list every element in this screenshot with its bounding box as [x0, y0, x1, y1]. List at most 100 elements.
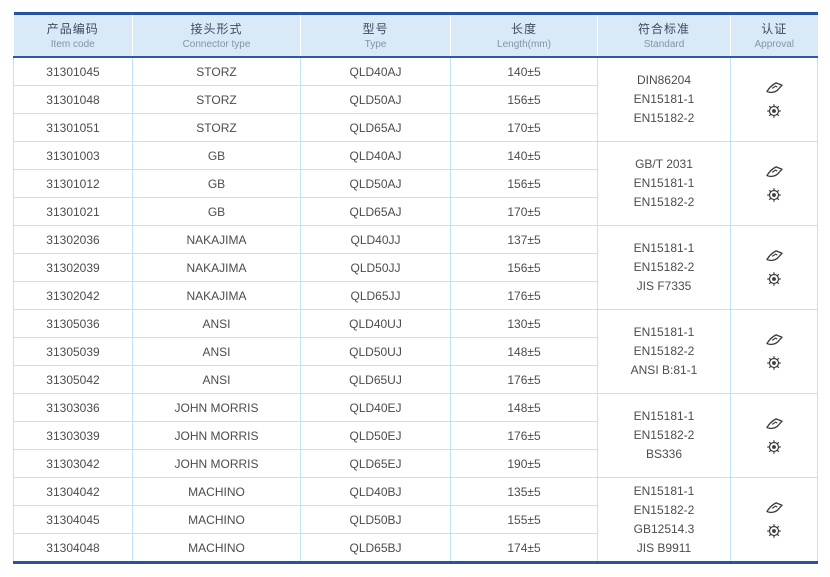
connector-type-cell: STORZ — [132, 56, 301, 86]
table-row: 31301012 GB QLD50AJ 156±5 — [13, 169, 818, 198]
column-header-length: 长度 Length(mm) — [450, 13, 598, 58]
product-spec-table: 产品编码 Item code 接头形式 Connector type 型号 Ty… — [13, 12, 818, 564]
table-row: 31301051 STORZ QLD65AJ 170±5 — [13, 113, 818, 142]
standard-cell: EN15181-1 EN15182-2 JIS F7335 — [597, 225, 731, 310]
length-cell: 156±5 — [450, 253, 598, 282]
table-row: 31302036 NAKAJIMA QLD40JJ 137±5 EN15181-… — [13, 225, 818, 310]
wheelmark-icon — [766, 439, 782, 455]
connector-type-cell: NAKAJIMA — [132, 253, 301, 282]
item-code-cell: 31304042 — [13, 477, 133, 506]
item-code-cell: 31301051 — [13, 113, 133, 142]
item-code-cell: 31305036 — [13, 309, 133, 338]
column-header-item-code: 产品编码 Item code — [13, 13, 133, 58]
table-row: 31301003 GB QLD40AJ 140±5 GB/T 2031 EN15… — [13, 141, 818, 226]
connector-type-cell: ANSI — [132, 309, 301, 338]
connector-type-cell: MACHINO — [132, 505, 301, 534]
header-en-label: Item code — [50, 39, 95, 50]
type-cell: QLD50UJ — [300, 337, 451, 366]
certification-logo-icon — [765, 500, 784, 516]
wheelmark-icon — [766, 187, 782, 203]
length-cell: 148±5 — [450, 337, 598, 366]
certification-logo-icon — [765, 164, 784, 180]
item-code-cell: 31302039 — [13, 253, 133, 282]
type-cell: QLD40BJ — [300, 477, 451, 506]
standard-line: EN15182-2 — [633, 428, 695, 442]
type-cell: QLD65EJ — [300, 449, 451, 478]
connector-type-cell: STORZ — [132, 113, 301, 142]
type-cell: QLD50BJ — [300, 505, 451, 534]
length-cell: 140±5 — [450, 56, 598, 86]
item-code-cell: 31301048 — [13, 85, 133, 114]
length-cell: 156±5 — [450, 85, 598, 114]
item-code-cell: 31303042 — [13, 449, 133, 478]
column-header-standard: 符合标准 Standard — [597, 13, 731, 58]
item-code-cell: 31305039 — [13, 337, 133, 366]
standard-line: EN15181-1 — [633, 241, 695, 255]
standard-cell: EN15181-1 EN15182-2 GB12514.3 JIS B9911 — [597, 477, 731, 563]
length-cell: 170±5 — [450, 197, 598, 226]
table-row: 31302039 NAKAJIMA QLD50JJ 156±5 — [13, 253, 818, 282]
header-en-label: Length(mm) — [497, 39, 551, 50]
column-header-approval: 认证 Approval — [730, 13, 818, 58]
length-cell: 135±5 — [450, 477, 598, 506]
type-cell: QLD50EJ — [300, 421, 451, 450]
approval-cell — [730, 477, 818, 563]
item-code-cell: 31301021 — [13, 197, 133, 226]
connector-type-cell: GB — [132, 169, 301, 198]
length-cell: 170±5 — [450, 113, 598, 142]
type-cell: QLD50AJ — [300, 85, 451, 114]
header-en-label: Approval — [754, 39, 794, 50]
table-row: 31301045 STORZ QLD40AJ 140±5 DIN86204 EN… — [13, 56, 818, 142]
type-cell: QLD40JJ — [300, 225, 451, 254]
header-en-label: Connector type — [182, 39, 251, 50]
certification-logo-icon — [765, 416, 784, 432]
wheelmark-icon — [766, 271, 782, 287]
length-cell: 148±5 — [450, 393, 598, 422]
length-cell: 176±5 — [450, 421, 598, 450]
certification-logo-icon — [765, 332, 784, 348]
item-code-cell: 31304048 — [13, 533, 133, 563]
connector-type-cell: STORZ — [132, 85, 301, 114]
table-row: 31303036 JOHN MORRIS QLD40EJ 148±5 EN151… — [13, 393, 818, 478]
table-row: 31301048 STORZ QLD50AJ 156±5 — [13, 85, 818, 114]
standard-line: EN15181-1 — [633, 176, 695, 190]
length-cell: 137±5 — [450, 225, 598, 254]
connector-type-cell: JOHN MORRIS — [132, 393, 301, 422]
wheelmark-icon — [766, 355, 782, 371]
connector-type-cell: JOHN MORRIS — [132, 421, 301, 450]
item-code-cell: 31301012 — [13, 169, 133, 198]
table-row: 31304048 MACHINO QLD65BJ 174±5 — [13, 533, 818, 563]
header-row: 产品编码 Item code 接头形式 Connector type 型号 Ty… — [13, 13, 818, 58]
length-cell: 176±5 — [450, 365, 598, 394]
standard-line: EN15182-2 — [633, 502, 695, 517]
length-cell: 130±5 — [450, 309, 598, 338]
standard-line: DIN86204 — [636, 73, 692, 87]
column-header-type: 型号 Type — [300, 13, 451, 58]
standard-line: BS336 — [645, 447, 683, 461]
type-cell: QLD65UJ — [300, 365, 451, 394]
table-row: 31302042 NAKAJIMA QLD65JJ 176±5 — [13, 281, 818, 310]
standard-line: GB/T 2031 — [635, 157, 693, 171]
type-cell: QLD65BJ — [300, 533, 451, 563]
type-cell: QLD40EJ — [300, 393, 451, 422]
table-row: 31303042 JOHN MORRIS QLD65EJ 190±5 — [13, 449, 818, 478]
standard-cell: EN15181-1 EN15182-2 ANSI B:81-1 — [597, 309, 731, 394]
type-cell: QLD40AJ — [300, 141, 451, 170]
table-header: 产品编码 Item code 接头形式 Connector type 型号 Ty… — [13, 13, 818, 58]
type-cell: QLD65AJ — [300, 113, 451, 142]
standard-line: EN15182-2 — [633, 344, 695, 358]
standard-line: ANSI B:81-1 — [630, 363, 698, 377]
standard-line: EN15182-2 — [633, 260, 695, 274]
approval-cell — [730, 393, 818, 478]
item-code-cell: 31302036 — [13, 225, 133, 254]
header-zh-label: 产品编码 — [46, 22, 99, 36]
standard-cell: EN15181-1 EN15182-2 BS336 — [597, 393, 731, 478]
header-zh-label: 型号 — [362, 22, 389, 36]
type-cell: QLD40AJ — [300, 56, 451, 86]
standard-line: EN15181-1 — [633, 483, 695, 498]
column-header-connector-type: 接头形式 Connector type — [132, 13, 301, 58]
table-body: 31301045 STORZ QLD40AJ 140±5 DIN86204 EN… — [13, 56, 818, 563]
header-zh-label: 长度 — [510, 22, 537, 36]
length-cell: 140±5 — [450, 141, 598, 170]
length-cell: 156±5 — [450, 169, 598, 198]
